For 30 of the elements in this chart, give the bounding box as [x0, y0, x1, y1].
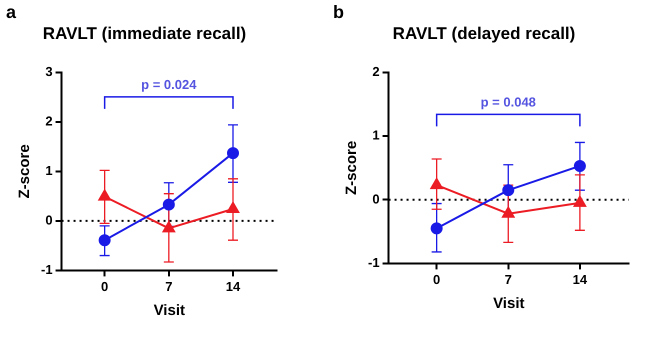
point — [98, 190, 111, 201]
y-tick-label: 1 — [45, 162, 53, 178]
x-axis-title: Visit — [493, 295, 524, 312]
x-axis-title: Visit — [154, 302, 185, 320]
point — [226, 202, 240, 214]
chart-title: RAVLT (delayed recall) — [392, 24, 576, 43]
point — [226, 147, 239, 160]
x-tick-label: 0 — [433, 272, 440, 287]
text: a — [6, 2, 17, 22]
y-tick-label: 1 — [372, 128, 380, 143]
annotation: p = 0.024 — [141, 76, 198, 92]
x-tick-label: 7 — [165, 278, 172, 294]
y-tick-label: 3 — [45, 64, 53, 79]
x-tick-label: 14 — [226, 278, 241, 294]
y-tick-label: 0 — [372, 191, 380, 206]
text: b — [333, 2, 344, 22]
y-axis-title: Z-score — [16, 144, 34, 198]
y-tick-label: 0 — [45, 212, 53, 228]
x-tick-label: 0 — [101, 278, 108, 294]
chart-title: RAVLT (immediate recall) — [42, 24, 246, 43]
x-tick-label: 7 — [504, 272, 512, 287]
x-tick-label: 14 — [572, 272, 588, 287]
y-tick-label: 2 — [372, 64, 380, 79]
point — [162, 221, 176, 232]
y-tick-label: -1 — [368, 254, 380, 270]
annotation: p = 0.048 — [480, 94, 536, 110]
y-axis-title: Z-score — [343, 140, 360, 195]
y-tick-label: -1 — [40, 262, 53, 277]
point — [162, 198, 175, 211]
y-tick-label: 2 — [45, 113, 53, 128]
